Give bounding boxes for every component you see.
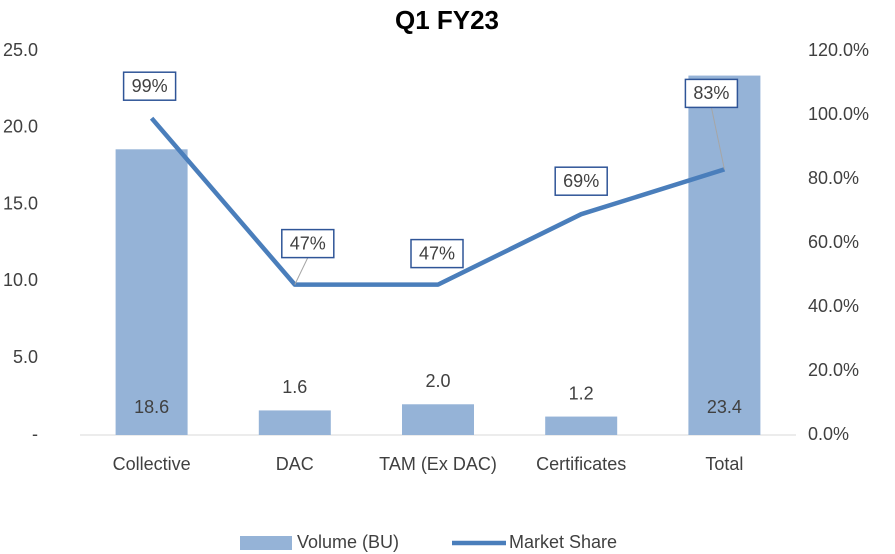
bar-value-label: 1.2 — [569, 383, 594, 403]
y2-tick-label: 120.0% — [808, 40, 869, 60]
y-tick-label: 5.0 — [13, 347, 38, 367]
line — [149, 116, 726, 287]
bar-value-label: 1.6 — [282, 377, 307, 397]
x-tick-label: DAC — [276, 454, 314, 474]
bar — [688, 75, 761, 436]
y-tick-label: 20.0 — [3, 117, 38, 137]
y2-tick-label: 100.0% — [808, 104, 869, 124]
bar — [545, 416, 618, 435]
chart-title: Q1 FY23 — [395, 5, 499, 35]
line-value-label: 47% — [419, 243, 455, 263]
y2-tick-label: 40.0% — [808, 296, 859, 316]
y2-tick-label: 60.0% — [808, 232, 859, 252]
y2-tick-label: 20.0% — [808, 360, 859, 380]
label-box — [122, 71, 177, 101]
label-box — [281, 228, 335, 259]
y-tick-label: 25.0 — [3, 40, 38, 60]
y-tick-label: 15.0 — [3, 193, 38, 213]
x-tick-label: TAM (Ex DAC) — [379, 454, 497, 474]
x-tick-label: Total — [705, 454, 743, 474]
label-box — [684, 78, 739, 109]
legend-swatch — [240, 536, 292, 550]
bar-value-label: 2.0 — [425, 371, 450, 391]
y2-tick-label: 80.0% — [808, 168, 859, 188]
legend-label: Volume (BU) — [297, 532, 399, 552]
line-value-label: 47% — [290, 233, 326, 253]
line-value-label: 83% — [693, 83, 729, 103]
x-tick-label: Certificates — [536, 454, 626, 474]
bar-value-label: 23.4 — [707, 397, 742, 417]
bar-value-label: 18.6 — [134, 397, 169, 417]
leader-line — [294, 257, 309, 285]
x-tick-label: Collective — [113, 454, 191, 474]
y-tick-label: - — [32, 424, 38, 444]
leader-line — [710, 107, 725, 170]
label-box — [554, 166, 608, 196]
label-box — [410, 238, 464, 269]
line-value-label: 99% — [132, 76, 168, 96]
line-value-label: 69% — [563, 171, 599, 191]
bar — [258, 410, 331, 435]
bar — [115, 149, 188, 435]
legend-label: Market Share — [509, 532, 617, 552]
y-tick-label: 10.0 — [3, 270, 38, 290]
y2-tick-label: 0.0% — [808, 424, 849, 444]
bar — [402, 404, 474, 435]
